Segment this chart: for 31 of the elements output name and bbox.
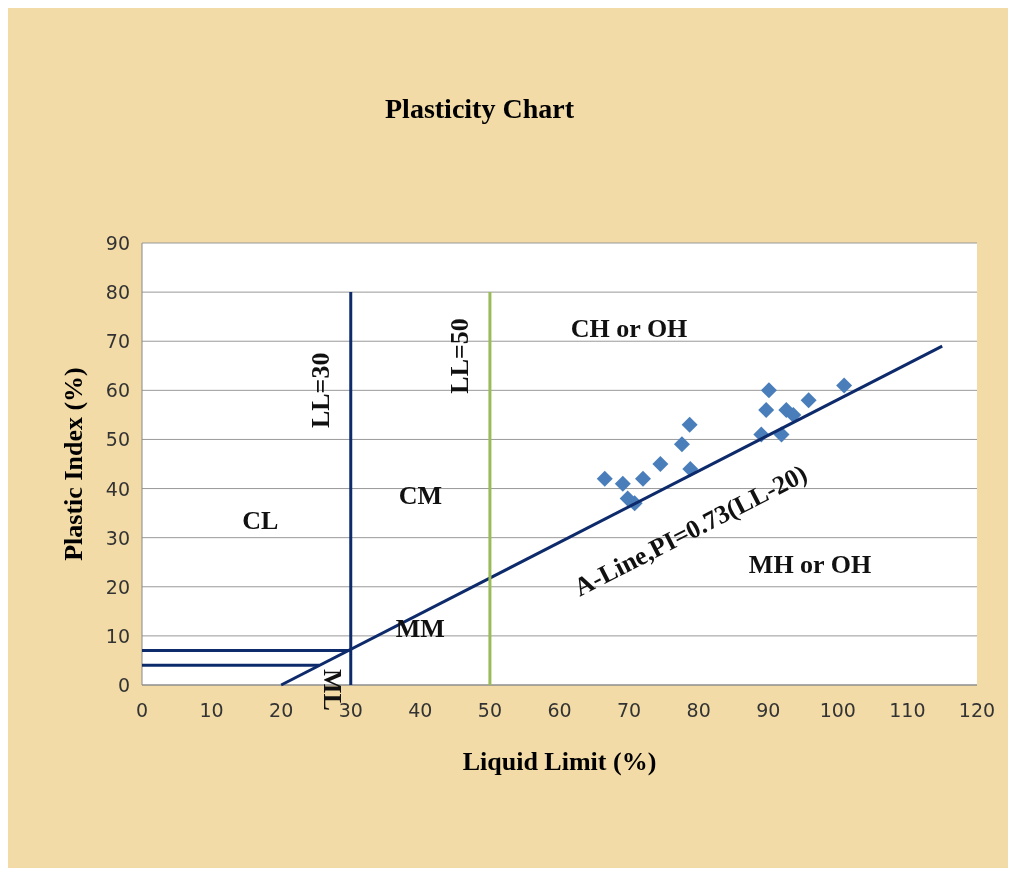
y-tick-label: 80: [105, 281, 130, 304]
y-tick-label: 30: [105, 526, 130, 549]
x-axis-title: Liquid Limit (%): [462, 747, 657, 776]
chart-title: Plasticity Chart: [385, 93, 575, 124]
x-tick-label: 110: [889, 699, 926, 721]
x-tick-label: 0: [135, 699, 149, 721]
annotation: CH or OH: [570, 314, 688, 344]
y-tick-label: 70: [105, 330, 130, 353]
y-tick-label: 50: [105, 428, 130, 451]
y-axis-title: Plastic Index (%): [59, 367, 88, 561]
y-tick-label: 40: [105, 477, 130, 500]
x-tick-label: 120: [958, 699, 996, 721]
annotation: LL=50: [445, 318, 475, 394]
y-tick-label: 90: [105, 232, 130, 254]
y-tick-label: 10: [105, 624, 130, 647]
x-tick-label: 90: [756, 699, 781, 721]
x-tick-label: 20: [269, 699, 294, 721]
annotation: MM: [395, 613, 445, 643]
x-tick-label: 70: [616, 699, 642, 721]
x-tick-label: 40: [408, 699, 433, 721]
annotation: CM: [398, 481, 442, 511]
annotation: CL: [242, 505, 279, 535]
x-tick-label: 100: [819, 699, 856, 721]
y-tick-label: 20: [105, 575, 130, 598]
y-tick-label: 60: [105, 379, 130, 402]
y-tick-label: 0: [117, 674, 130, 696]
annotation: LL=30: [305, 352, 335, 429]
x-tick-label: 50: [477, 699, 503, 721]
x-tick-label: 10: [199, 699, 224, 721]
x-tick-label: 80: [686, 699, 711, 721]
x-tick-label: 60: [547, 699, 572, 721]
